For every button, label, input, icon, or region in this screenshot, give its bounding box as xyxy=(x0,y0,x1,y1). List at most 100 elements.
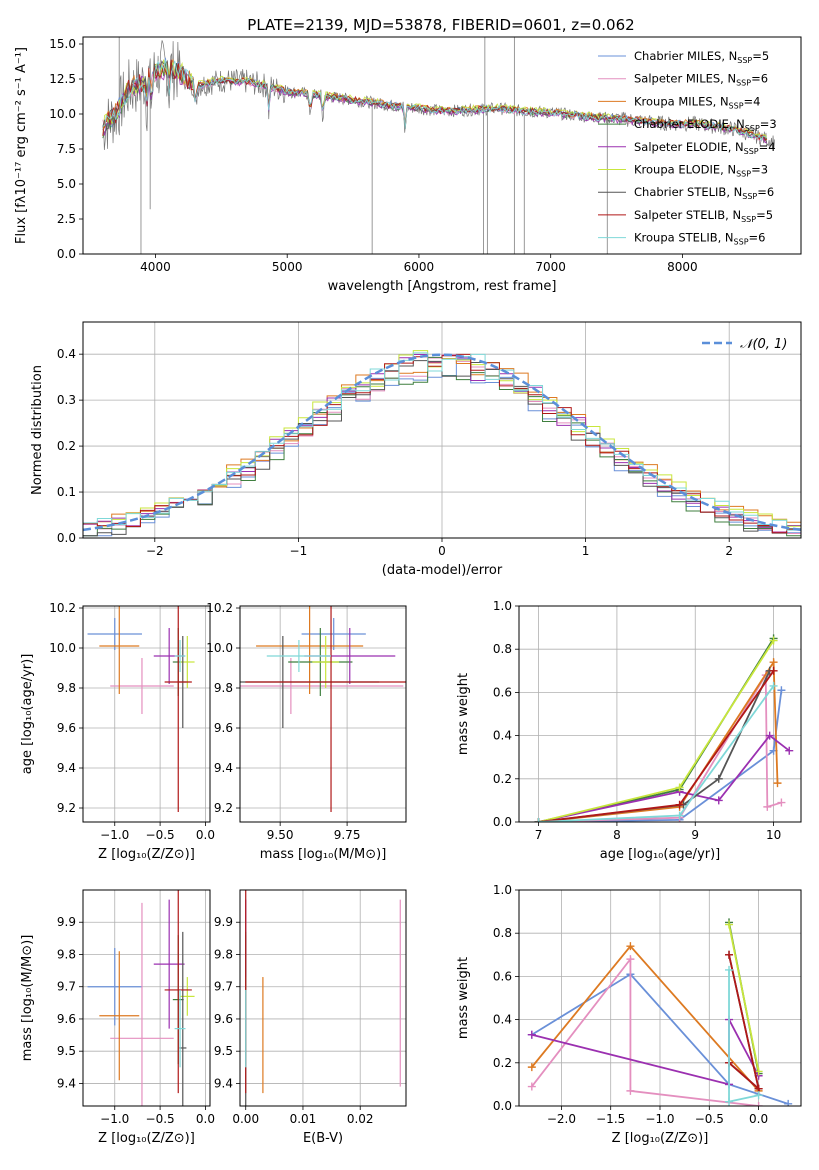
legend-count: =6 xyxy=(757,185,774,199)
weight-marker-salpeter-miles xyxy=(763,802,772,811)
y-axis-label: Normed distribution xyxy=(30,365,45,495)
legend-label-chabrier-elodie: Chabrier ELODIE, NSSP=3 xyxy=(634,117,777,133)
plot-frame xyxy=(82,605,211,823)
legend-subscript: SSP xyxy=(734,238,749,247)
y-tick-label: 9.8 xyxy=(57,947,76,961)
gaussian-curve xyxy=(83,353,801,532)
weight-marker-kroupa-miles xyxy=(626,942,635,951)
y-axis-label: age [log₁₀(age/yr)] xyxy=(20,654,35,775)
weight-marker-kroupa-stelib xyxy=(725,1097,734,1106)
data-layer xyxy=(83,350,801,538)
y-tick-label: 10.0 xyxy=(206,641,233,655)
weight-marker-salpeter-miles xyxy=(527,1082,536,1091)
weight-marker-kroupa-elodie xyxy=(725,920,734,929)
weight-line-kroupa-stelib xyxy=(538,685,775,822)
legend-label-kroupa-miles: Kroupa MILES, NSSP=4 xyxy=(634,94,760,110)
y-tick-label: 10.0 xyxy=(49,641,76,655)
weight-marker-salpeter-miles xyxy=(626,955,635,964)
x-tick-label: 0 xyxy=(438,544,446,558)
y-tick-label: 15.0 xyxy=(49,37,76,51)
weight-marker-salpeter-miles xyxy=(754,1102,763,1106)
x-tick-label: 8 xyxy=(613,828,621,842)
y-tick-label: 0.0 xyxy=(493,1099,512,1113)
y-tick-label: 9.5 xyxy=(214,1044,233,1058)
y-tick-label: 9.8 xyxy=(214,681,233,695)
weight-marker-kroupa-miles xyxy=(773,779,782,788)
x-tick-label: −1.0 xyxy=(645,1112,674,1126)
x-tick-label: −1 xyxy=(290,544,308,558)
panel-age-vs-mass: 9.50 9.75 9.2 9.4 9.6 9.8 10.0 10.2 mass [log₁₀(… xyxy=(206,601,407,862)
y-tick-label: 0.2 xyxy=(57,439,76,453)
panel-weight-vs-Z: −2.0 −1.5 −1.0 −0.5 0.0 0.0 0.2 0.4 0.6 0.8 1.0 Z [… xyxy=(456,883,802,1146)
x-tick-label: 0.00 xyxy=(232,1112,259,1126)
y-tick-label: 1.0 xyxy=(493,883,512,897)
y-tick-label: 2.5 xyxy=(57,212,76,226)
y-tick-label: 0.2 xyxy=(493,772,512,786)
weight-line-chabrier-miles xyxy=(538,690,783,822)
x-tick-label: 0.02 xyxy=(347,1112,374,1126)
x-tick-label: −1.0 xyxy=(100,828,129,842)
y-tick-label: 0.2 xyxy=(493,1056,512,1070)
y-axis-label: Flux [fλ10⁻¹⁷ erg cm⁻² s⁻¹ A⁻¹] xyxy=(14,47,29,244)
y-tick-label: 9.8 xyxy=(214,947,233,961)
legend-label-chabrier-stelib: Chabrier STELIB, NSSP=6 xyxy=(634,185,774,201)
legend-label-salpeter-miles: Salpeter MILES, NSSP=6 xyxy=(634,72,768,88)
y-tick-label: 1.0 xyxy=(493,599,512,613)
y-tick-label: 0.1 xyxy=(57,485,76,499)
y-tick-label: 0.3 xyxy=(57,393,76,407)
legend-count: =6 xyxy=(749,231,766,245)
data-layer xyxy=(240,606,406,812)
x-tick-label: 0.01 xyxy=(290,1112,317,1126)
weight-marker-kroupa-stelib xyxy=(769,681,778,690)
legend-count: =5 xyxy=(752,49,769,63)
y-tick-label: 0.0 xyxy=(493,815,512,829)
legend-count: =4 xyxy=(744,94,761,108)
panel-mass-vs-ebv: 0.00 0.01 0.02 9.4 9.5 9.6 9.7 9.8 9.9 E(B-V) xyxy=(214,889,407,1146)
x-tick-label: 7000 xyxy=(535,260,566,274)
data-layer xyxy=(527,918,793,1106)
weight-marker-chabrier-miles xyxy=(777,686,786,695)
weight-marker-kroupa-stelib xyxy=(675,811,684,820)
plot-frame xyxy=(239,889,407,1107)
y-tick-label: 9.9 xyxy=(57,915,76,929)
weight-line-kroupa-miles xyxy=(531,944,760,1092)
y-tick-label: 10.0 xyxy=(49,107,76,121)
y-tick-label: 0.4 xyxy=(493,729,512,743)
model-line-kroupa-stelib xyxy=(102,59,767,142)
y-tick-label: 9.7 xyxy=(57,980,76,994)
x-axis-label: E(B-V) xyxy=(303,1131,343,1146)
weight-marker-chabrier-miles xyxy=(784,1099,793,1106)
legend-subscript: SSP xyxy=(737,56,752,65)
y-tick-label: 0.4 xyxy=(493,1013,512,1027)
y-tick-label: 0.8 xyxy=(493,926,512,940)
x-tick-label: 10 xyxy=(766,828,781,842)
legend-subscript: SSP xyxy=(736,170,751,179)
x-tick-label: 0.0 xyxy=(749,1112,768,1126)
weight-marker-salpeter-stelib xyxy=(725,950,734,959)
y-tick-label: 9.2 xyxy=(57,801,76,815)
weight-line-kroupa-miles xyxy=(538,659,779,822)
x-tick-label: 9.75 xyxy=(334,828,361,842)
y-tick-label: 9.6 xyxy=(214,721,233,735)
y-tick-label: 0.8 xyxy=(493,642,512,656)
x-axis-label: Z [log₁₀(Z/Z⊙)] xyxy=(98,847,195,862)
y-tick-label: 9.4 xyxy=(214,1076,233,1090)
y-tick-label: 0.0 xyxy=(57,247,76,261)
y-tick-label: 9.2 xyxy=(214,801,233,815)
x-axis-label: Z [log₁₀(Z/Z⊙)] xyxy=(612,1131,709,1146)
weight-marker-kroupa-miles xyxy=(527,1063,536,1072)
panel-residuals: −2 −1 0 1 2 0.0 0.1 0.2 0.3 0.4 (data-model)/error… xyxy=(30,321,802,578)
x-tick-label: −0.5 xyxy=(695,1112,724,1126)
legend-count: =3 xyxy=(760,117,777,131)
panel-mass-vs-Z: −1.0 −0.5 0.0 9.4 9.5 9.6 9.7 9.8 9.9 Z [log₁₀(Z/… xyxy=(20,889,215,1146)
legend-label-salpeter-elodie: Salpeter ELODIE, NSSP=4 xyxy=(634,140,776,156)
weight-line-salpeter-stelib xyxy=(728,954,761,1092)
y-tick-label: 7.5 xyxy=(57,142,76,156)
weight-line-salpeter-miles xyxy=(531,956,759,1106)
weight-marker-kroupa-stelib xyxy=(754,1091,763,1100)
weight-marker-salpeter-elodie xyxy=(527,1030,536,1039)
data-layer xyxy=(245,890,401,1106)
x-tick-label: −1.0 xyxy=(100,1112,129,1126)
weight-marker-kroupa-elodie xyxy=(769,636,778,645)
legend-label-gaussian: 𝒩(0, 1) xyxy=(740,337,787,352)
